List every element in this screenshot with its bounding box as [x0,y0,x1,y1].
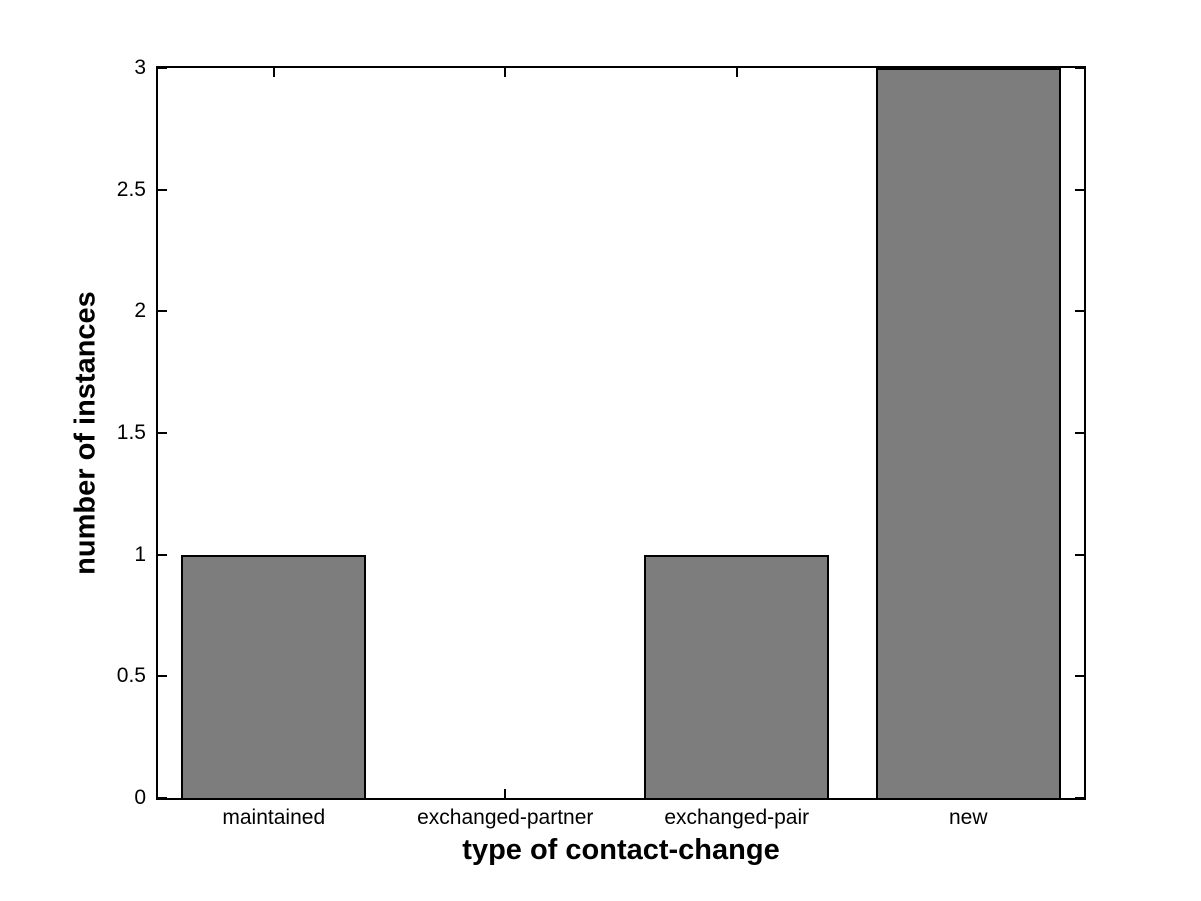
y-tick-y-left-2.5 [158,188,167,191]
x-tick-x-top-exchanged-pair [735,68,738,77]
y-tick-label: 0.5 [116,664,146,688]
y-tick-label: 2 [134,299,146,323]
bar-maintained [181,554,367,798]
y-tick-y-right-0.5 [1075,675,1084,678]
x-tick-x-top-maintained [272,68,275,77]
y-tick-label: 3 [134,56,146,79]
y-tick-y-right-1.5 [1075,432,1084,434]
y-tick-y-left-0 [158,797,167,798]
y-tick-label: 1 [134,542,146,566]
bar-exchanged-pair [644,554,830,798]
y-tick-y-right-2 [1075,310,1084,313]
x-tick-x-bottom-exchanged-partner [504,789,507,798]
x-tick-x-top-exchanged-partner [504,68,507,77]
y-tick-y-right-1 [1075,553,1084,556]
y-tick-y-right-2.5 [1075,188,1084,191]
x-category-label-maintained: maintained [222,806,326,829]
plot-content [158,68,1084,798]
y-tick-y-left-3 [158,68,167,69]
y-tick-label: 2.5 [116,177,146,201]
y-tick-y-right-3 [1075,68,1084,69]
y-tick-y-left-1 [158,553,167,556]
x-category-label-new: new [948,806,988,829]
x-axis-label: type of contact-change [462,834,780,866]
y-tick-y-right-0 [1075,797,1084,798]
x-category-label-exchanged-pair: exchanged-pair [664,806,810,829]
y-tick-label: 0 [134,786,146,809]
y-tick-y-left-1.5 [158,432,167,434]
x-category-label-exchanged-partner: exchanged-partner [417,806,594,829]
y-tick-label: 1.5 [116,421,146,444]
plot-area [156,66,1086,800]
y-tick-y-left-2 [158,310,167,313]
y-tick-y-left-0.5 [158,675,167,678]
bar-new [875,68,1061,798]
